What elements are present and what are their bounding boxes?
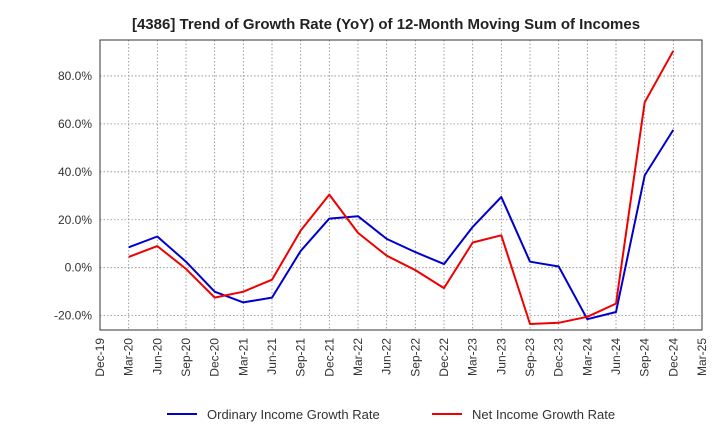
x-tick-label: Sep-20: [179, 338, 193, 377]
y-tick-labels: -20.0% 0.0% 20.0% 40.0% 60.0% 80.0%: [54, 69, 92, 323]
plot-area-border: [99, 39, 703, 331]
series-line-ordinary-income-growth-rate: [128, 129, 675, 321]
grid-lines: [100, 40, 702, 330]
x-tick-label: Dec-23: [552, 338, 566, 377]
x-tick-label: Mar-21: [236, 338, 250, 376]
legend-label: Ordinary Income Growth Rate: [207, 407, 380, 422]
y-tick-label: -20.0%: [54, 309, 92, 323]
x-tick-label: Sep-23: [523, 338, 537, 377]
x-tick-label: Sep-21: [294, 338, 308, 377]
x-tick-labels: Dec-19 Mar-20 Jun-20 Sep-20 Dec-20 Mar-21 Jun-…: [93, 338, 709, 377]
series-line-net-income-growth-rate: [128, 50, 675, 325]
x-tick-label: Dec-22: [437, 338, 451, 377]
legend: Ordinary Income Growth Rate Net Income Gr…: [167, 407, 615, 422]
axes: [99, 39, 703, 331]
y-tick-label: 80.0%: [58, 69, 92, 83]
y-tick-label: 60.0%: [58, 117, 92, 131]
x-tick-label: Sep-22: [408, 338, 422, 377]
chart-title: [4386] Trend of Growth Rate (YoY) of 12-…: [132, 16, 640, 33]
x-tick-label: Mar-23: [466, 338, 480, 376]
x-tick-label: Jun-23: [494, 338, 508, 375]
x-tick-label: Mar-24: [580, 338, 594, 376]
x-tick-label: Mar-25: [695, 338, 709, 376]
y-tick-label: 20.0%: [58, 213, 92, 227]
x-tick-label: Mar-20: [122, 338, 136, 376]
x-tick-label: Jun-20: [150, 338, 164, 375]
y-tick-label: 40.0%: [58, 165, 92, 179]
x-tick-label: Jun-24: [609, 338, 623, 375]
x-tick-label: Mar-22: [351, 338, 365, 376]
x-tick-label: Dec-24: [666, 338, 680, 377]
legend-label: Net Income Growth Rate: [472, 407, 615, 422]
x-tick-label: Dec-20: [208, 338, 222, 377]
series-lines: [128, 50, 675, 325]
y-tick-label: 0.0%: [65, 261, 93, 275]
x-tick-label: Dec-21: [322, 338, 336, 377]
x-tick-label: Jun-21: [265, 338, 279, 375]
x-tick-label: Sep-24: [638, 338, 652, 377]
x-tick-label: Dec-19: [93, 338, 107, 377]
x-tick-label: Jun-22: [380, 338, 394, 375]
